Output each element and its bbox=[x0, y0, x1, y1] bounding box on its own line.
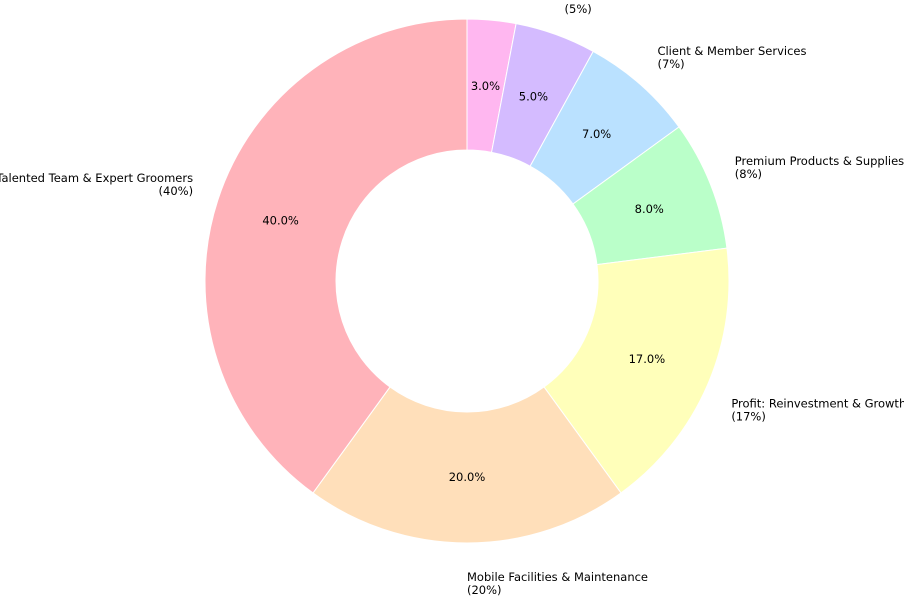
category-name: Mobile Facilities & Maintenance bbox=[467, 570, 648, 584]
slice-category-label: Talented Team & Expert Groomers (40%) bbox=[0, 171, 193, 198]
category-percent: (8%) bbox=[735, 167, 762, 181]
slice-mobile-facilities-maintenance bbox=[312, 386, 622, 544]
category-name: Premium Products & Supplies bbox=[735, 154, 904, 168]
slice-category-label: Premium Products & Supplies (8%) bbox=[735, 154, 904, 181]
slice-percentage-label: 40.0% bbox=[262, 213, 299, 227]
slices-layer bbox=[204, 18, 730, 544]
slice-percentage-label: 17.0% bbox=[629, 352, 666, 366]
slice-category-label: Client & Member Services (7%) bbox=[657, 44, 806, 71]
category-name: Administrative & Overhead bbox=[565, 0, 721, 3]
category-name: Client & Member Services bbox=[657, 44, 806, 58]
category-name: Talented Team & Expert Groomers bbox=[0, 171, 193, 185]
slice-percentage-label: 7.0% bbox=[582, 127, 611, 141]
slice-category-label: Administrative & Overhead(5%) bbox=[565, 0, 721, 16]
category-name: Profit: Reinvestment & Growth bbox=[731, 396, 904, 410]
category-percent: (7%) bbox=[657, 57, 684, 71]
category-percent: (20%) bbox=[467, 583, 502, 597]
category-percent: (40%) bbox=[159, 184, 194, 198]
slice-percentage-label: 3.0% bbox=[471, 79, 500, 93]
slice-percentage-label: 8.0% bbox=[635, 202, 664, 216]
slice-percentage-label: 20.0% bbox=[449, 470, 486, 484]
slice-category-label: Profit: Reinvestment & Growth (17%) bbox=[731, 396, 904, 423]
slice-talented-team-expert-groomers bbox=[204, 18, 468, 494]
category-percent: (5%) bbox=[565, 2, 592, 16]
percentage-labels: 3.0% 5.0% 7.0% 8.0% 17.0% 20.0% 40.0% bbox=[262, 79, 665, 484]
slice-category-label: Mobile Facilities & Maintenance (20%) bbox=[467, 570, 648, 597]
category-percent: (17%) bbox=[731, 409, 766, 423]
slice-percentage-label: 5.0% bbox=[519, 90, 548, 104]
slice-profit-reinvestment-growth bbox=[543, 247, 730, 494]
category-labels: Community & Pet Advocacy(3%)Administrati… bbox=[0, 0, 904, 597]
